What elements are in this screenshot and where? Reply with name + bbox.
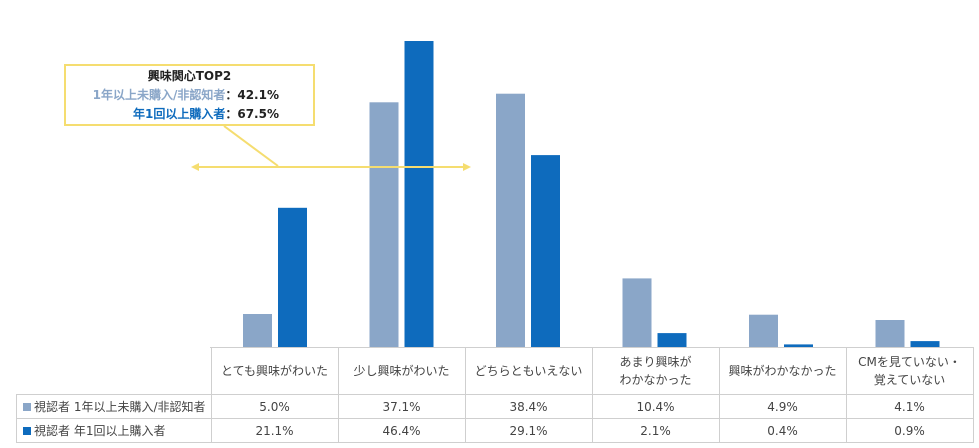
legend-swatch [23, 403, 31, 411]
category-header: あまり興味が わかなかった [591, 347, 720, 395]
table-corner [17, 348, 212, 395]
series-legend-label: 視認者 年1回以上購入者 [16, 418, 212, 443]
bar-s2-c2 [404, 41, 434, 347]
category-header: 少し興味がわいた [337, 347, 466, 395]
table-cell: 46.4% [337, 418, 466, 443]
category-header: 興味がわかなかった [718, 347, 847, 395]
table-row: 視認者 年1回以上購入者 21.1% 46.4% 29.1% 2.1% 0.4%… [16, 418, 974, 443]
table-cell: 2.1% [591, 418, 720, 443]
bar-s2-c3 [531, 155, 560, 347]
table-cell: 5.0% [210, 394, 339, 419]
bar-s1-c3 [496, 93, 525, 347]
legend-swatch [23, 427, 31, 435]
bar-s1-c5 [749, 314, 778, 347]
table-cell: 0.4% [718, 418, 847, 443]
table-cell: 38.4% [464, 394, 593, 419]
bar-s2-c5 [784, 344, 813, 347]
callout-line1-label: 1年以上未購入/非認知者 [92, 88, 226, 102]
callout-line2-value: ：67.5% [225, 107, 279, 121]
top2-range-arrow [191, 125, 471, 171]
bar-s2-c6 [910, 341, 940, 347]
series-legend-label: 視認者 1年以上未購入/非認知者 [16, 394, 212, 419]
callout-line2-label: 年1回以上購入者 [133, 107, 226, 121]
top2-callout: 興味関心TOP2 1年以上未購入/非認知者：42.1% 年1回以上購入者：67.… [64, 64, 315, 126]
bar-s2-c1 [278, 207, 307, 347]
callout-line1-value: ：42.1% [225, 88, 279, 102]
category-header: とても興味がわいた [210, 347, 339, 395]
bar-s1-c2 [369, 102, 399, 347]
table-cell: 21.1% [210, 418, 339, 443]
category-header: どちらともいえない [464, 347, 593, 395]
bar-s1-c1 [243, 314, 272, 347]
bar-s2-c4 [657, 333, 687, 347]
table-cell: 4.9% [718, 394, 847, 419]
bar-s1-c6 [875, 320, 905, 347]
table-cell: 29.1% [464, 418, 593, 443]
bar-group [243, 41, 940, 347]
category-header: CMを見ていない・ 覚えていない [845, 347, 974, 395]
table-cell: 10.4% [591, 394, 720, 419]
bar-s1-c4 [622, 278, 652, 347]
table-cell: 0.9% [845, 418, 974, 443]
table-row: 視認者 1年以上未購入/非認知者 5.0% 37.1% 38.4% 10.4% … [16, 394, 974, 419]
table-header-row: とても興味がわいた 少し興味がわいた どちらともいえない あまり興味が わかなか… [17, 347, 974, 395]
table-cell: 37.1% [337, 394, 466, 419]
callout-title: 興味関心TOP2 [147, 69, 232, 83]
table-cell: 4.1% [845, 394, 974, 419]
data-table: とても興味がわいた 少し興味がわいた どちらともいえない あまり興味が わかなか… [16, 347, 974, 443]
